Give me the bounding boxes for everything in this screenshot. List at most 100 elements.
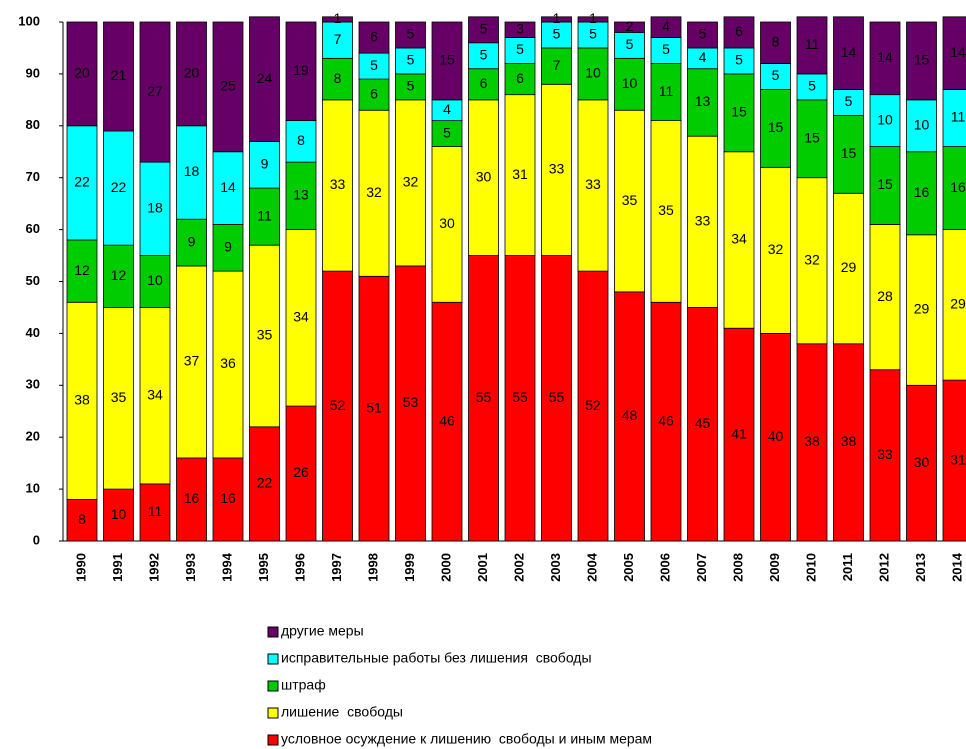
y-tick-label: 100	[18, 13, 40, 28]
data-label: 41	[731, 425, 747, 441]
data-label: 30	[439, 215, 455, 231]
bar-segment	[614, 21, 645, 33]
legend-label: другие меры	[281, 623, 364, 639]
x-tick-label: 2000	[438, 553, 453, 582]
bar-segment	[285, 21, 317, 122]
bar-segment	[66, 301, 98, 500]
x-tick-label: 2004	[584, 552, 599, 582]
data-label: 31	[950, 451, 966, 467]
data-label: 48	[622, 407, 638, 423]
data-label: 5	[407, 78, 415, 94]
bar-segment	[139, 307, 171, 485]
x-tick-label: 2012	[876, 553, 891, 582]
bar-segment	[139, 255, 171, 308]
data-label: 53	[403, 394, 419, 410]
bar-segment	[66, 125, 98, 241]
data-label: 55	[549, 389, 565, 405]
x-tick-label: 2010	[803, 553, 818, 582]
legend-swatch	[267, 626, 279, 638]
bar-segment	[212, 21, 244, 153]
data-label: 22	[111, 179, 127, 195]
data-label: 31	[512, 166, 528, 182]
data-label: 28	[877, 288, 893, 304]
bar-segment	[395, 265, 426, 542]
bar-segment	[431, 146, 463, 303]
data-label: 14	[841, 44, 857, 60]
bar-segment	[541, 255, 572, 542]
bar-segment	[103, 130, 134, 246]
bar-segment	[249, 426, 280, 542]
x-tick-label: 2011	[840, 553, 855, 581]
data-label: 30	[476, 168, 492, 184]
x-tick-label: 2002	[511, 553, 526, 582]
bar-segment	[577, 21, 609, 49]
bar-segment	[687, 68, 718, 137]
data-label: 15	[804, 129, 820, 145]
bar-segment	[869, 21, 901, 96]
data-label: 32	[768, 241, 784, 257]
data-label: 6	[735, 23, 743, 39]
data-label: 5	[443, 124, 451, 140]
data-label: 33	[877, 446, 893, 462]
data-label: 38	[74, 392, 90, 408]
legend-label: условное осуждение к лишению свободы и и…	[281, 731, 652, 747]
bar-segment	[906, 234, 937, 386]
bar-segment	[614, 31, 645, 59]
bar-segment	[249, 244, 280, 428]
data-label: 34	[293, 309, 309, 325]
data-label: 40	[768, 428, 784, 444]
data-label: 52	[330, 397, 346, 413]
legend-label: исправительные работы без лишения свобод…	[281, 650, 592, 666]
bar-segment	[322, 16, 353, 23]
data-label: 38	[804, 433, 820, 449]
bar-segment	[395, 21, 426, 49]
bar-segment	[103, 244, 134, 308]
bar-segment	[212, 224, 244, 272]
bar-segment	[322, 57, 353, 101]
bar-segment	[431, 120, 463, 147]
bar-segment	[468, 99, 499, 256]
data-label: 22	[74, 174, 90, 190]
data-label: 11	[257, 207, 272, 223]
data-label: 5	[699, 26, 707, 42]
x-tick-label: 2008	[730, 553, 745, 582]
data-label: 10	[111, 506, 127, 522]
x-tick-label: 1998	[365, 553, 380, 582]
bar-segment	[687, 307, 718, 542]
data-label: 37	[184, 353, 200, 369]
bar-segment	[650, 63, 682, 122]
x-tick-label: 1996	[292, 553, 307, 582]
data-label: 16	[950, 179, 966, 195]
bar-segment	[103, 21, 134, 132]
data-label: 12	[111, 267, 127, 283]
bar-segment	[504, 37, 536, 64]
data-label: 35	[257, 327, 273, 343]
data-label: 55	[476, 389, 492, 405]
bar-segment	[577, 16, 609, 23]
data-label: 35	[111, 389, 127, 405]
data-label: 25	[220, 78, 236, 94]
data-label: 35	[622, 192, 638, 208]
bar-segment	[650, 120, 682, 303]
data-label: 20	[184, 65, 200, 81]
x-tick-label: 2005	[621, 553, 636, 582]
data-label: 15	[914, 52, 930, 68]
bar-segment	[139, 21, 171, 163]
bar-segment	[103, 307, 134, 490]
data-label: 10	[877, 111, 893, 127]
data-label: 5	[626, 36, 634, 52]
data-label: 10	[147, 272, 163, 288]
bar-segment	[796, 16, 828, 75]
data-label: 14	[950, 44, 966, 60]
bar-segment	[614, 57, 645, 111]
data-label: 1	[553, 10, 561, 26]
data-label: 8	[334, 70, 342, 86]
bar-segment	[176, 21, 207, 127]
data-label: 7	[553, 57, 561, 73]
bar-segment	[395, 73, 426, 101]
bar-segment	[723, 73, 755, 153]
data-label: 36	[220, 355, 236, 371]
data-label: 5	[589, 26, 597, 42]
data-label: 9	[261, 155, 269, 171]
data-label: 9	[224, 238, 232, 254]
